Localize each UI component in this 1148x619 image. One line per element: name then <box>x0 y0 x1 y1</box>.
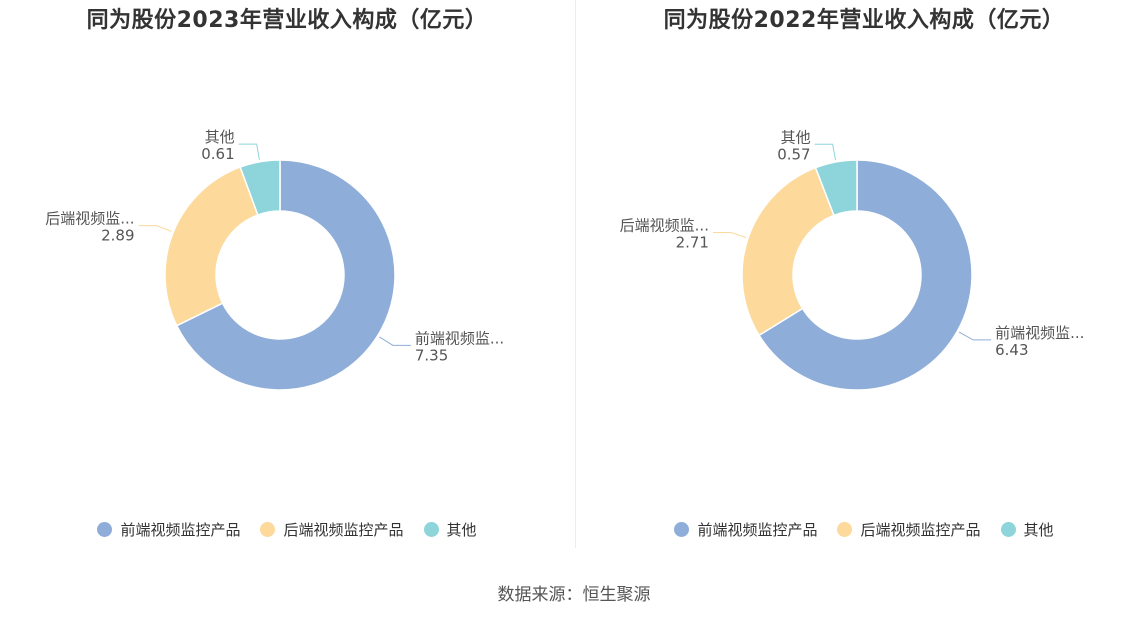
legend-marker <box>260 522 276 537</box>
legend-item[interactable]: 前端视频监控产品 <box>97 519 240 540</box>
slice-name-label: 其他 <box>205 128 235 146</box>
slice-value-label: 2.71 <box>676 234 709 252</box>
legend-marker <box>423 522 439 537</box>
legend: 前端视频监控产品 后端视频监控产品 其他 <box>577 519 1148 540</box>
panel-divider <box>575 0 576 548</box>
donut-slice[interactable] <box>239 159 281 216</box>
slice-value-label: 0.57 <box>777 145 810 163</box>
legend-marker <box>97 522 113 537</box>
legend-marker <box>837 522 853 537</box>
legend: 前端视频监控产品 后端视频监控产品 其他 <box>0 519 574 540</box>
slice-name-label: 后端视频监... <box>45 210 134 228</box>
legend-item[interactable]: 其他 <box>423 519 477 540</box>
chart-title: 同为股份2022年营业收入构成（亿元） <box>663 8 1065 33</box>
slice-name-label: 前端视频监... <box>415 329 504 347</box>
legend-item[interactable]: 后端视频监控产品 <box>260 519 404 540</box>
legend-item[interactable]: 其他 <box>1000 519 1054 540</box>
slice-value-label: 0.61 <box>201 145 234 163</box>
donut-slice[interactable] <box>175 159 396 391</box>
legend-label: 其他 <box>446 521 477 539</box>
slice-name-label: 其他 <box>781 128 811 146</box>
leader-line <box>138 225 172 232</box>
donut-slice[interactable] <box>758 159 973 391</box>
legend-marker <box>1000 522 1016 537</box>
leader-line <box>238 143 260 160</box>
leader-line <box>814 143 837 161</box>
chart-panel-2023: 同为股份2023年营业收入构成（亿元） 前端视频监... 7.35 后端视频监...… <box>0 0 574 550</box>
chart-panel-2022: 同为股份2022年营业收入构成（亿元） 前端视频监... 6.43 后端视频监...… <box>577 0 1148 550</box>
legend-label: 前端视频监控产品 <box>120 521 241 539</box>
leader-line <box>379 336 411 346</box>
donut-chart: 前端视频监...7.35 后端视频监...2.89 其他0.61 <box>45 128 504 391</box>
slice-value-label: 7.35 <box>415 346 448 364</box>
chart-title: 同为股份2023年营业收入构成（亿元） <box>86 8 488 33</box>
legend-marker <box>674 522 690 537</box>
donut-chart: 前端视频监...6.43 后端视频监...2.71 其他0.57 <box>620 128 1084 391</box>
leader-line <box>958 331 992 341</box>
slice-value-label: 2.89 <box>101 227 134 245</box>
donut-slice[interactable] <box>741 166 835 337</box>
legend-label: 其他 <box>1023 521 1054 539</box>
data-source-note: 数据来源：恒生聚源 <box>497 585 651 605</box>
legend-label: 前端视频监控产品 <box>697 521 818 539</box>
legend-item[interactable]: 后端视频监控产品 <box>837 519 981 540</box>
legend-label: 后端视频监控产品 <box>283 521 404 539</box>
slice-name-label: 后端视频监... <box>620 217 709 235</box>
donut-slice[interactable] <box>814 159 858 217</box>
donut-slice[interactable] <box>164 166 259 327</box>
legend-item[interactable]: 前端视频监控产品 <box>674 519 817 540</box>
leader-line <box>712 232 747 239</box>
slice-name-label: 前端视频监... <box>995 324 1084 342</box>
legend-label: 后端视频监控产品 <box>860 521 981 539</box>
slice-value-label: 6.43 <box>995 341 1028 359</box>
